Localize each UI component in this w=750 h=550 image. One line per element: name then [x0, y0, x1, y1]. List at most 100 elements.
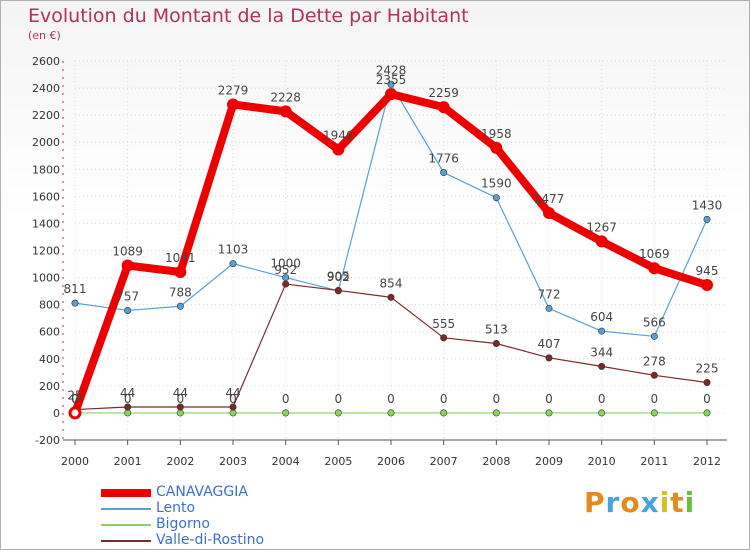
series-point — [121, 259, 134, 272]
logo-letter: i — [659, 486, 671, 519]
series-point — [229, 403, 237, 411]
y-tick-label: 1800 — [32, 163, 60, 176]
data-label: 1958 — [481, 127, 512, 141]
series-point — [440, 169, 448, 177]
series-point — [124, 409, 132, 417]
series-point — [229, 260, 237, 268]
data-label: 25 — [67, 389, 82, 403]
data-label: 2259 — [428, 86, 459, 100]
series-point — [279, 105, 292, 118]
data-label: 1267 — [586, 220, 617, 234]
y-tick-label: 2000 — [32, 136, 60, 149]
data-label: 2228 — [270, 90, 301, 104]
series-point — [490, 141, 503, 154]
data-label: 811 — [64, 282, 87, 296]
legend-label: Lento — [156, 500, 196, 516]
series-point — [492, 339, 500, 347]
data-label: 0 — [703, 392, 711, 406]
data-label: 1477 — [534, 192, 565, 206]
series-point — [176, 302, 184, 310]
data-label: 407 — [538, 337, 561, 351]
data-label: 1000 — [270, 257, 301, 271]
data-label: 566 — [643, 315, 666, 329]
series-point — [387, 293, 395, 301]
series-point — [437, 101, 450, 114]
data-label: 0 — [440, 392, 448, 406]
x-tick-label: 2009 — [535, 455, 563, 468]
data-label: 1590 — [481, 177, 512, 191]
chart-title: Evolution du Montant de la Dette par Hab… — [28, 5, 469, 27]
series-point — [545, 304, 553, 312]
series-point — [229, 409, 237, 417]
series-point — [492, 409, 500, 417]
data-label: 513 — [485, 322, 508, 336]
y-tick-label: -200 — [35, 434, 60, 447]
x-tick-label: 2006 — [377, 455, 405, 468]
series-point — [332, 143, 345, 156]
series-point — [492, 194, 500, 202]
series-point — [124, 403, 132, 411]
series-point — [598, 409, 606, 417]
x-tick-label: 2003 — [219, 455, 247, 468]
logo-letter: x — [640, 486, 660, 519]
data-label: 2355 — [376, 73, 407, 87]
series-point — [227, 98, 239, 111]
series-point — [176, 403, 184, 411]
data-label: 945 — [696, 264, 719, 278]
legend-swatch — [101, 489, 151, 497]
series-point — [385, 88, 397, 101]
y-tick-label: 1400 — [32, 217, 60, 230]
data-label: 0 — [229, 392, 237, 406]
data-label: 1041 — [165, 251, 196, 265]
data-label: 604 — [590, 310, 613, 324]
data-label: 0 — [335, 392, 343, 406]
data-label: 44 — [120, 386, 135, 400]
data-label: 905 — [327, 269, 350, 283]
series-point — [282, 409, 290, 417]
y-tick-label: 2400 — [32, 82, 60, 95]
y-tick-label: 1200 — [32, 245, 60, 258]
data-label: 1946 — [323, 129, 354, 143]
series-point — [334, 286, 342, 294]
y-tick-label: 0 — [53, 407, 60, 420]
data-label: 757 — [116, 289, 139, 303]
y-tick-label: 200 — [39, 380, 60, 393]
series-point — [71, 299, 79, 307]
x-tick-label: 2008 — [482, 455, 510, 468]
legend-swatch — [101, 540, 151, 542]
y-tick-label: 2200 — [32, 109, 60, 122]
data-label: 902 — [327, 270, 350, 284]
legend-label: Bigorno — [156, 516, 210, 532]
series-point — [650, 332, 658, 340]
y-tick-label: 800 — [39, 299, 60, 312]
series-point — [545, 354, 553, 362]
series-point — [334, 409, 342, 417]
data-label: 1069 — [639, 247, 670, 261]
y-tick-label: 1000 — [32, 272, 60, 285]
y-tick-label: 600 — [39, 326, 60, 339]
legend-label: Valle-di-Rostino — [156, 532, 265, 548]
series-point — [440, 334, 448, 342]
series-point — [174, 266, 187, 279]
x-tick-label: 2010 — [588, 455, 616, 468]
y-tick-label: 400 — [39, 353, 60, 366]
x-tick-label: 2012 — [693, 455, 721, 468]
x-tick-label: 2002 — [166, 455, 194, 468]
series-point — [595, 235, 608, 248]
series-point — [176, 409, 184, 417]
series-point — [703, 409, 711, 417]
data-label: 0 — [124, 392, 132, 406]
x-tick-label: 2011 — [640, 455, 668, 468]
logo-letter: o — [620, 486, 641, 519]
legend-swatch — [101, 524, 151, 526]
data-label: 0 — [651, 392, 659, 406]
logo-letter: i — [684, 486, 696, 519]
series-point — [68, 406, 82, 420]
data-label: 952 — [274, 263, 297, 277]
data-label: 44 — [225, 386, 240, 400]
series-point — [440, 409, 448, 417]
series-point — [598, 362, 606, 370]
x-tick-label: 2001 — [114, 455, 142, 468]
data-label: 0 — [71, 392, 79, 406]
